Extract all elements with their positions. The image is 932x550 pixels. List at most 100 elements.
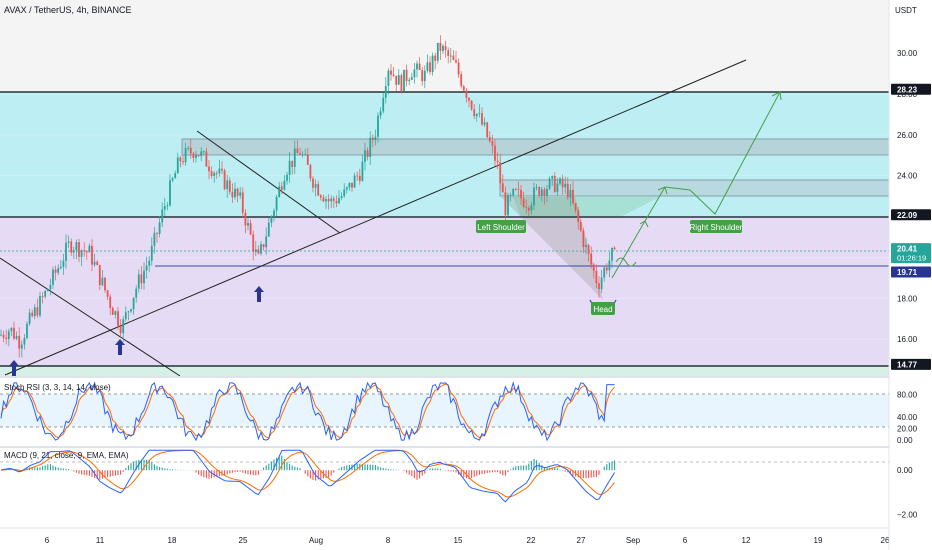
candle-body (535, 187, 538, 189)
candle-body (587, 245, 590, 254)
candle-body (449, 55, 452, 57)
svg-text:Left Shoulder: Left Shoulder (477, 223, 525, 232)
candle-body (429, 62, 431, 73)
candle-body (13, 327, 15, 339)
ascending-trendline[interactable] (4, 59, 747, 376)
stoch-rsi-tick-label: 0.00 (897, 436, 913, 445)
candle-body (262, 244, 265, 248)
candle-body (556, 183, 559, 192)
candle-body (548, 178, 551, 189)
symbol-title: AVAX / TetherUS, 4h, BINANCE (4, 5, 132, 15)
candle-body (361, 161, 364, 181)
stoch-rsi-pane[interactable]: Stoch RSI (3, 3, 14, 14, close) (0, 381, 889, 442)
candle-body (278, 186, 281, 197)
time-axis[interactable]: 6 11 18 25 Aug 8 15 22 27 Sep 6 12 19 26 (0, 527, 890, 550)
candle-body (148, 260, 151, 266)
price-pane[interactable]: Left Shoulder Head Right Shoulder AVAX /… (0, 0, 890, 377)
candle-body (470, 100, 473, 110)
price-marker-badge[interactable] (891, 209, 931, 221)
candle-body (514, 188, 517, 190)
candle-body (161, 209, 164, 223)
candle-body (304, 154, 307, 156)
candle-body (501, 183, 504, 193)
candle-body (512, 188, 515, 196)
candle-body (538, 187, 541, 196)
candle-body (197, 154, 200, 157)
candle-body (130, 309, 132, 312)
candle-body (343, 189, 346, 197)
candle-body (226, 180, 229, 190)
candle-body (301, 154, 304, 156)
pane-separator-2[interactable] (0, 446, 889, 448)
descending-trendline-mid[interactable] (196, 130, 341, 234)
candle-body (59, 266, 62, 269)
price-marker-badge[interactable] (891, 358, 931, 370)
candle-body (228, 180, 231, 192)
candle-body (257, 249, 260, 254)
candle-body (473, 109, 476, 117)
candle-body (267, 222, 270, 237)
candle-body (384, 85, 387, 98)
candle-body (585, 245, 587, 248)
candle-body (325, 199, 327, 202)
price-marker-badge[interactable] (891, 83, 931, 95)
time-tick-label: 19 (814, 536, 823, 545)
right-shoulder-label[interactable]: Right Shoulder (690, 220, 743, 233)
candle-body (241, 192, 244, 213)
descending-trendline-left[interactable] (0, 257, 181, 377)
candle-body (439, 42, 442, 51)
candle-body (403, 69, 405, 91)
time-tick-label: 27 (577, 536, 586, 545)
candle-body (288, 160, 291, 175)
candle-body (598, 283, 600, 290)
candle-body (158, 222, 161, 234)
time-tick-label: 6 (45, 536, 50, 545)
candle-body (569, 189, 572, 198)
candle-body (234, 188, 236, 198)
candle-body (335, 200, 338, 204)
candle-body (2, 334, 5, 338)
candle-body (507, 195, 509, 216)
candle-body (156, 232, 158, 234)
price-marker-badge[interactable] (891, 243, 931, 264)
candle-body (312, 178, 314, 188)
price-marker-badge[interactable] (891, 266, 931, 278)
time-tick-label: 18 (168, 536, 177, 545)
pane-separator-1[interactable] (0, 376, 889, 378)
candle-body (462, 86, 465, 91)
signal-line (0, 449, 615, 498)
projected-path (611, 91, 781, 279)
candle-body (223, 170, 226, 190)
candle-body (525, 206, 528, 208)
candle-body (231, 191, 234, 198)
candle-body (189, 147, 192, 154)
time-tick-label: Sep (626, 536, 641, 545)
price-marker-label: 28.23 (897, 85, 918, 94)
candle-body (39, 296, 41, 316)
price-marker-label: 22.09 (897, 211, 918, 220)
candle-body (299, 153, 301, 155)
candle-body (52, 269, 54, 285)
candle-body (436, 42, 439, 61)
candle-body (486, 122, 489, 138)
time-tick-label: 11 (96, 536, 105, 545)
candle-body (236, 188, 239, 196)
candle-body (478, 113, 481, 114)
macd-pane[interactable]: MACD (9, 21, close, 9, EMA, EMA) (0, 449, 889, 503)
candle-body (244, 212, 247, 226)
candle-body (163, 206, 166, 210)
candle-body (202, 151, 205, 153)
candle-body (379, 111, 382, 116)
candle-body (382, 97, 385, 112)
head-label[interactable]: Head (591, 302, 615, 315)
price-axis[interactable]: USDT 16.0018.0020.0022.0024.0026.0028.00… (888, 0, 932, 550)
left-shoulder-label[interactable]: Left Shoulder (476, 220, 526, 233)
candle-body (96, 261, 99, 265)
supply-box-lower (499, 179, 890, 197)
candle-body (447, 50, 450, 56)
lower-zone (0, 366, 889, 376)
candle-body (605, 267, 608, 271)
candle-body (475, 113, 478, 117)
